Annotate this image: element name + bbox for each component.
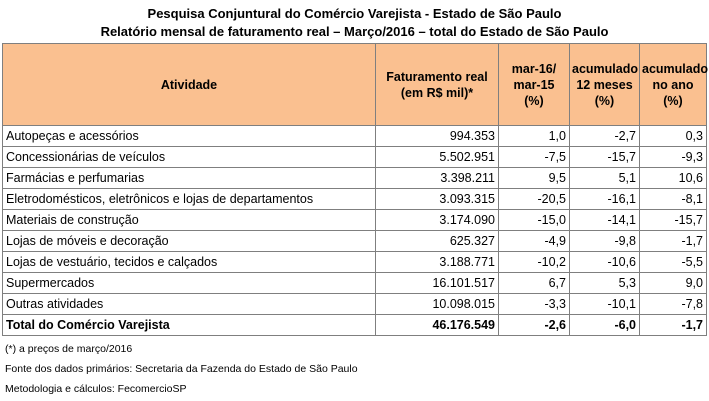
header-atividade: Atividade [2, 43, 376, 126]
cell-acum12: 5,3 [569, 272, 640, 294]
header-acum12-line1: acumulado [572, 61, 638, 76]
cell-acumano: 0,3 [639, 125, 707, 147]
header-acumulado-12-meses: acumulado 12 meses (%) [569, 43, 640, 126]
cell-mar: -4,9 [498, 230, 570, 252]
cell-acum12: -10,6 [569, 251, 640, 273]
cell-mar: 9,5 [498, 167, 570, 189]
total-acumano: -1,7 [639, 314, 707, 336]
cell-acumano: 10,6 [639, 167, 707, 189]
table-row: Eletrodomésticos, eletrônicos e lojas de… [2, 188, 707, 210]
table-row: Supermercados 16.101.517 6,7 5,3 9,0 [2, 272, 707, 294]
footnotes: (*) a preços de março/2016 Fonte dos dad… [5, 341, 358, 401]
header-mar-line3: (%) [524, 93, 544, 108]
cell-acum12: -9,8 [569, 230, 640, 252]
table-row: Materiais de construção 3.174.090 -15,0 … [2, 209, 707, 231]
cell-atividade: Materiais de construção [2, 209, 376, 231]
cell-acum12: -14,1 [569, 209, 640, 231]
table-row: Farmácias e perfumarias 3.398.211 9,5 5,… [2, 167, 707, 189]
report-subtitle: Relatório mensal de faturamento real – M… [100, 24, 609, 39]
cell-atividade: Autopeças e acessórios [2, 125, 376, 147]
header-faturamento: Faturamento real (em R$ mil)* [375, 43, 499, 126]
cell-acum12: -10,1 [569, 293, 640, 315]
total-acum12: -6,0 [569, 314, 640, 336]
cell-acumano: -1,7 [639, 230, 707, 252]
cell-faturamento: 3.174.090 [375, 209, 499, 231]
total-faturamento: 46.176.549 [375, 314, 499, 336]
header-acum12-line3: (%) [594, 93, 615, 108]
cell-atividade: Farmácias e perfumarias [2, 167, 376, 189]
cell-acumano: 9,0 [639, 272, 707, 294]
header-faturamento-line1: Faturamento real [386, 69, 488, 84]
cell-mar: -10,2 [498, 251, 570, 273]
header-acumano-line3: (%) [663, 93, 683, 108]
cell-acumano: -15,7 [639, 209, 707, 231]
cell-mar: -3,3 [498, 293, 570, 315]
header-mar: mar-16/ mar-15 (%) [498, 43, 570, 126]
cell-atividade: Lojas de móveis e decoração [2, 230, 376, 252]
header-acumulado-no-ano: acumulado no ano (%) [639, 43, 708, 126]
cell-acum12: -2,7 [569, 125, 640, 147]
table-row: Autopeças e acessórios 994.353 1,0 -2,7 … [2, 125, 707, 147]
header-mar-line2: mar-15 [513, 77, 555, 92]
header-acum12-line2: 12 meses [576, 77, 633, 92]
table-row: Lojas de vestuário, tecidos e calçados 3… [2, 251, 707, 273]
cell-acum12: -15,7 [569, 146, 640, 168]
cell-mar: -7,5 [498, 146, 570, 168]
total-mar: -2,6 [498, 314, 570, 336]
header-acumano-line2: no ano [652, 77, 694, 92]
header-mar-line1: mar-16/ [511, 61, 557, 76]
cell-acumano: -5,5 [639, 251, 707, 273]
cell-faturamento: 3.188.771 [375, 251, 499, 273]
total-row: Total do Comércio Varejista 46.176.549 -… [2, 314, 707, 336]
cell-atividade: Supermercados [2, 272, 376, 294]
footnote-prices: (*) a preços de março/2016 [5, 343, 133, 355]
cell-faturamento: 994.353 [375, 125, 499, 147]
table-row: Outras atividades 10.098.015 -3,3 -10,1 … [2, 293, 707, 315]
cell-faturamento: 16.101.517 [375, 272, 499, 294]
report-title: Pesquisa Conjuntural do Comércio Varejis… [147, 6, 562, 21]
table-header-row: Atividade Faturamento real (em R$ mil)* … [2, 43, 708, 126]
cell-atividade: Outras atividades [2, 293, 376, 315]
cell-mar: 6,7 [498, 272, 570, 294]
cell-atividade: Eletrodomésticos, eletrônicos e lojas de… [2, 188, 376, 210]
retail-revenue-table: Atividade Faturamento real (em R$ mil)* … [2, 43, 708, 336]
cell-faturamento: 625.327 [375, 230, 499, 252]
cell-faturamento: 3.093.315 [375, 188, 499, 210]
cell-acum12: 5,1 [569, 167, 640, 189]
cell-atividade: Lojas de vestuário, tecidos e calçados [2, 251, 376, 273]
header-faturamento-line2: (em R$ mil)* [400, 85, 474, 100]
table-row: Lojas de móveis e decoração 625.327 -4,9… [2, 230, 707, 252]
footnote-methodology: Metodologia e cálculos: FecomercioSP [5, 383, 187, 395]
cell-mar: 1,0 [498, 125, 570, 147]
cell-acumano: -8,1 [639, 188, 707, 210]
cell-faturamento: 5.502.951 [375, 146, 499, 168]
header-acumano-line1: acumulado [642, 61, 708, 76]
cell-atividade: Concessionárias de veículos [2, 146, 376, 168]
cell-acumano: -9,3 [639, 146, 707, 168]
cell-mar: -15,0 [498, 209, 570, 231]
cell-acumano: -7,8 [639, 293, 707, 315]
cell-mar: -20,5 [498, 188, 570, 210]
cell-acum12: -16,1 [569, 188, 640, 210]
header-atividade-label: Atividade [160, 77, 218, 92]
cell-faturamento: 10.098.015 [375, 293, 499, 315]
footnote-source: Fonte dos dados primários: Secretaria da… [5, 363, 358, 375]
cell-faturamento: 3.398.211 [375, 167, 499, 189]
table-row: Concessionárias de veículos 5.502.951 -7… [2, 146, 707, 168]
total-atividade: Total do Comércio Varejista [2, 314, 376, 336]
